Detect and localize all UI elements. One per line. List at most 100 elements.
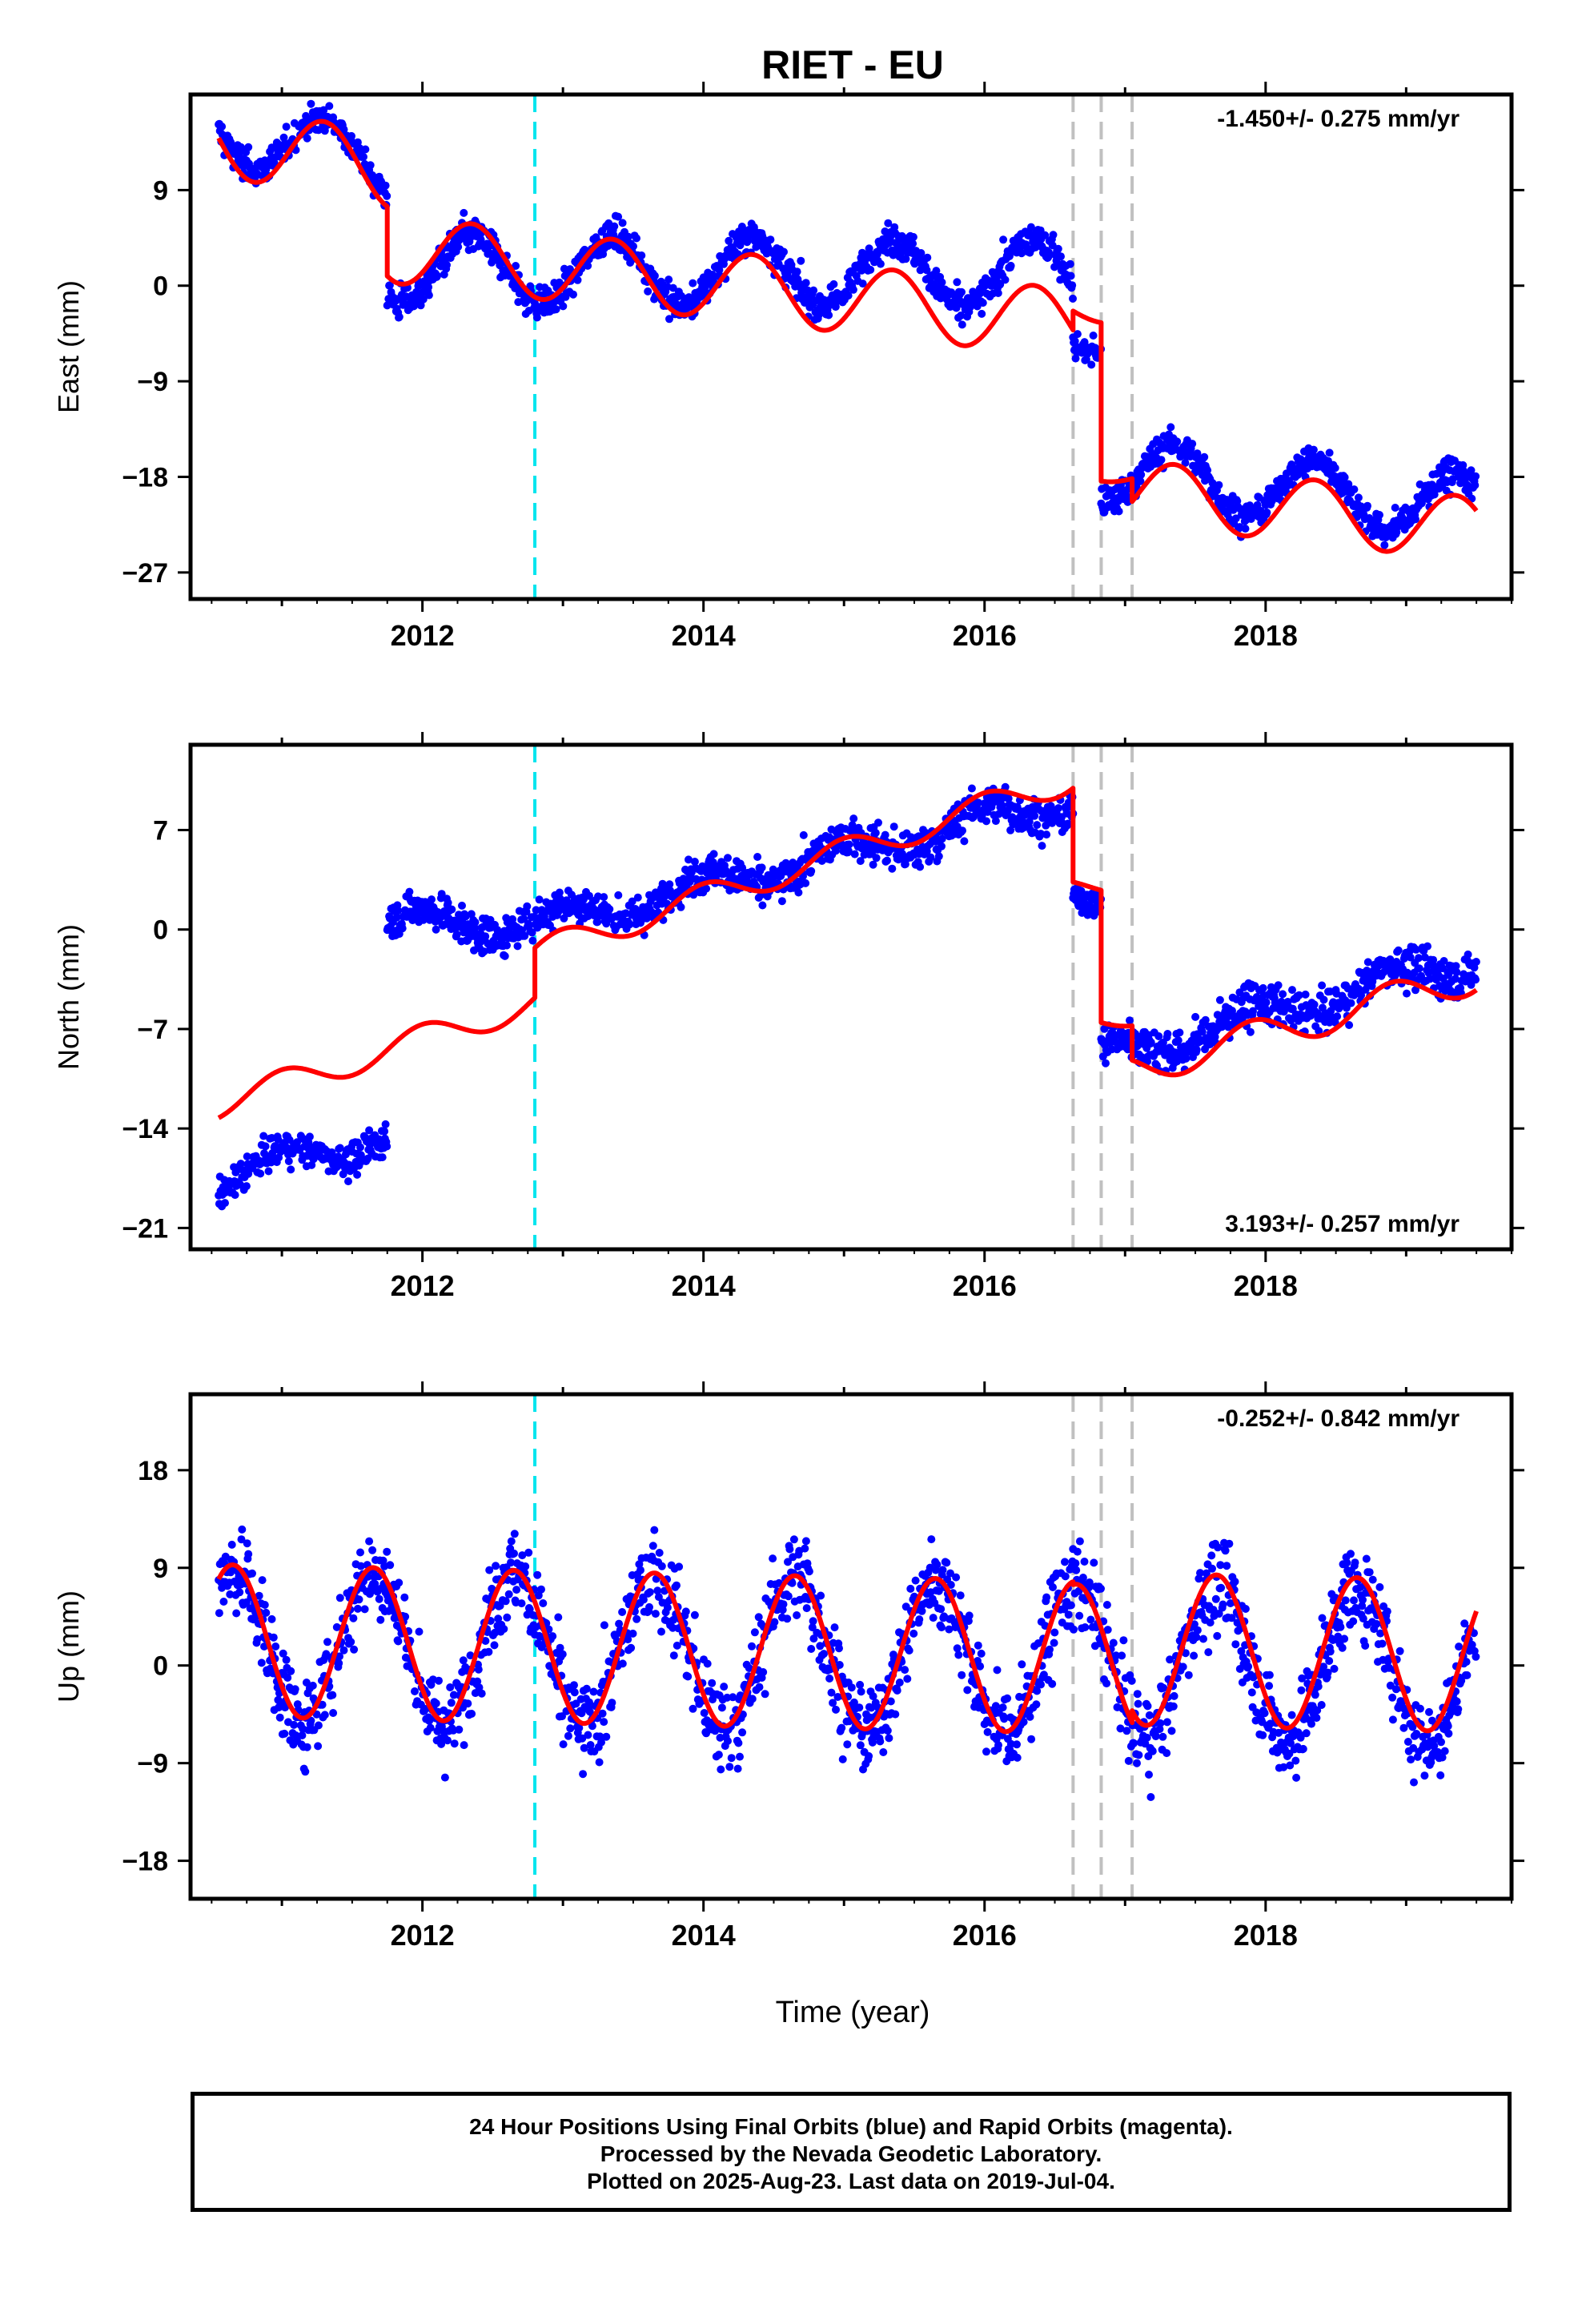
data-point	[381, 181, 390, 190]
data-point	[253, 1635, 262, 1643]
data-point	[1472, 472, 1480, 480]
data-point	[558, 1650, 567, 1659]
data-point	[555, 888, 564, 897]
data-point	[865, 1751, 873, 1760]
data-point	[1174, 1036, 1182, 1045]
data-point	[729, 1693, 737, 1702]
data-point	[1116, 1724, 1125, 1733]
data-point	[702, 884, 711, 893]
data-point	[1363, 501, 1371, 510]
data-point	[1241, 525, 1250, 533]
data-point	[473, 1677, 482, 1686]
data-point	[644, 287, 652, 296]
data-point	[1411, 515, 1419, 524]
data-point	[460, 208, 468, 217]
data-point	[218, 123, 227, 131]
data-point	[383, 1547, 391, 1556]
data-point	[428, 895, 436, 904]
data-point	[467, 910, 476, 919]
data-point	[685, 855, 693, 864]
data-point	[1354, 984, 1363, 993]
data-point	[231, 1191, 239, 1200]
data-point	[314, 1742, 323, 1751]
data-point	[689, 279, 697, 287]
data-point	[1013, 1740, 1021, 1749]
y-tick-label: 0	[153, 915, 168, 946]
data-point	[585, 891, 593, 900]
data-point	[757, 863, 766, 872]
data-point	[1049, 1583, 1057, 1591]
data-point	[303, 1743, 311, 1751]
data-point	[347, 131, 355, 140]
data-point	[1451, 975, 1460, 983]
data-point	[1102, 1059, 1110, 1068]
x-tick-label: 2012	[391, 1269, 455, 1302]
data-point	[437, 890, 446, 899]
data-point	[454, 243, 463, 251]
data-point	[405, 887, 414, 896]
data-point	[657, 1627, 665, 1636]
data-point	[452, 930, 461, 939]
data-point	[1331, 464, 1339, 472]
data-point	[371, 1579, 379, 1588]
data-point	[600, 1621, 608, 1630]
data-point	[725, 1763, 734, 1771]
data-point	[1045, 248, 1053, 257]
data-point	[339, 125, 348, 134]
data-point	[965, 1611, 974, 1620]
data-point	[958, 826, 966, 835]
data-point	[876, 1737, 885, 1746]
data-point	[993, 1666, 1002, 1675]
data-point	[1142, 1733, 1151, 1742]
data-point	[957, 312, 966, 320]
data-point	[1048, 1679, 1057, 1688]
y-tick-label: −9	[137, 367, 168, 397]
data-point	[433, 271, 442, 280]
data-point	[715, 266, 724, 275]
data-point	[932, 267, 941, 275]
data-point	[1018, 1660, 1026, 1669]
data-point	[261, 1142, 270, 1151]
data-point	[1467, 980, 1476, 989]
data-point	[267, 1614, 276, 1623]
data-point	[532, 313, 541, 322]
data-point	[477, 1689, 486, 1698]
data-point	[1439, 957, 1448, 965]
data-point	[849, 1698, 858, 1707]
data-point	[903, 1675, 912, 1683]
data-point	[1178, 1663, 1187, 1671]
data-point	[1061, 1558, 1069, 1566]
y-tick-label: 9	[153, 175, 168, 206]
up-data-points	[215, 1525, 1480, 1801]
data-point	[1026, 1712, 1034, 1721]
data-point	[1173, 437, 1182, 446]
data-point	[335, 1652, 343, 1661]
data-point	[857, 1687, 865, 1696]
data-point	[1170, 1691, 1178, 1700]
data-point	[1119, 1636, 1128, 1645]
data-point	[1033, 821, 1042, 830]
data-point	[788, 1578, 797, 1587]
data-point	[958, 320, 966, 329]
data-point	[1166, 1655, 1174, 1664]
data-point	[844, 292, 853, 300]
data-point	[1103, 1626, 1112, 1634]
y-tick-label: 7	[153, 815, 168, 846]
data-point	[1394, 946, 1403, 955]
data-point	[580, 1743, 588, 1752]
east-rate-label: -1.450+/- 0.275 mm/yr	[1217, 106, 1460, 132]
data-point	[1319, 995, 1328, 1004]
data-point	[1182, 1054, 1191, 1063]
data-point	[893, 1687, 901, 1695]
data-point	[869, 1692, 877, 1701]
data-point	[801, 879, 810, 887]
data-point	[257, 1659, 266, 1667]
data-point	[1181, 1649, 1190, 1658]
data-point	[350, 1645, 359, 1654]
data-point	[450, 1739, 459, 1748]
data-point	[885, 1734, 893, 1743]
data-point	[1127, 1676, 1136, 1685]
data-point	[905, 1647, 913, 1655]
y-tick-label: −27	[122, 558, 168, 589]
